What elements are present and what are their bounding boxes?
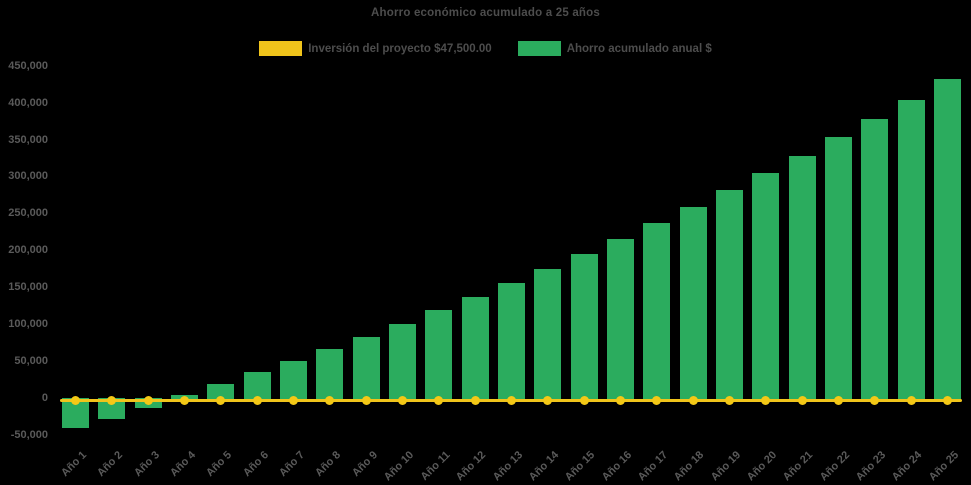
investment-line-marker [288, 395, 298, 405]
x-axis-label: Año 12 [454, 449, 489, 484]
x-axis-label: Año 14 [526, 449, 562, 484]
investment-line-marker [652, 395, 662, 405]
legend-label-savings: Ahorro acumulado anual $ [566, 42, 712, 55]
investment-line-marker [325, 395, 335, 405]
x-axis-label: Año 18 [672, 449, 707, 484]
bar-año-2 [98, 398, 126, 419]
bar-año-7 [279, 361, 307, 401]
y-axis-label: 100,000 [8, 318, 48, 330]
investment-line-marker [397, 395, 407, 405]
y-axis-label: 50,000 [14, 354, 48, 367]
bar-año-10 [388, 323, 416, 401]
bar-año-17 [643, 223, 671, 401]
x-axis-label: Año 2 [95, 449, 126, 480]
legend-label-investment: Inversión del proyecto $47,500.00 [308, 42, 492, 55]
bar-año-15 [570, 253, 598, 401]
bar-año-12 [461, 296, 489, 401]
bar-año-11 [425, 310, 453, 401]
gridline [57, 176, 962, 178]
x-axis-label: Año 5 [204, 449, 235, 480]
investment-line-marker [906, 395, 916, 405]
y-axis-label: -50,000 [10, 428, 48, 441]
savings-bar-swatch [517, 41, 561, 56]
x-axis-label: Año 9 [349, 449, 380, 480]
investment-line-marker [107, 395, 117, 405]
y-axis-label: 350,000 [8, 133, 48, 146]
gridline [57, 213, 962, 215]
x-axis-label: Año 23 [853, 449, 889, 484]
investment-line-marker [942, 395, 952, 405]
investment-line-marker [506, 395, 516, 405]
investment-line-marker [361, 395, 371, 405]
x-axis-label: Año 24 [890, 449, 925, 484]
legend-item-investment: Inversión del proyecto $47,500.00 [259, 41, 492, 56]
x-axis-label: Año 4 [167, 449, 198, 480]
x-axis-label: Año 7 [276, 449, 307, 480]
bar-año-25 [933, 79, 961, 401]
x-axis-label: Año 16 [599, 449, 634, 484]
investment-line-marker [543, 395, 553, 405]
x-axis-label: Año 6 [240, 449, 271, 480]
investment-line-marker [252, 395, 262, 405]
x-axis-label: Año 10 [381, 449, 416, 484]
bar-año-6 [243, 371, 271, 401]
gridline [57, 435, 962, 437]
investment-line-marker [434, 395, 444, 405]
bar-año-23 [861, 118, 889, 401]
x-axis-label: Año 25 [926, 449, 961, 484]
chart-title: Ahorro económico acumulado a 25 años [371, 7, 600, 19]
x-axis-label: Año 3 [131, 449, 162, 480]
investment-line-marker [71, 395, 80, 405]
investment-line-marker [724, 395, 734, 405]
bar-año-21 [788, 155, 816, 401]
investment-line-marker [761, 395, 771, 405]
bar-año-18 [679, 206, 707, 401]
bar-año-24 [897, 100, 925, 401]
bar-año-13 [497, 282, 525, 401]
investment-line-swatch [259, 41, 303, 56]
y-axis-label: 250,000 [8, 207, 48, 220]
investment-line-marker [797, 395, 807, 405]
investment-line-marker [615, 395, 625, 405]
y-axis-label: 0 [41, 391, 48, 404]
x-axis-label: Año 17 [635, 449, 671, 484]
x-axis-label: Año 8 [313, 449, 344, 480]
y-axis-label: 450,000 [8, 59, 48, 72]
x-axis-label: Año 22 [817, 449, 852, 484]
bar-año-14 [534, 269, 562, 401]
bar-año-9 [352, 336, 380, 401]
x-axis-label: Año 15 [563, 449, 598, 484]
x-axis-label: Año 11 [418, 449, 453, 483]
y-axis-label: 150,000 [8, 281, 48, 294]
bar-año-19 [715, 190, 743, 401]
y-axis-label: 400,000 [8, 96, 48, 109]
x-axis-label: Año 13 [490, 449, 525, 484]
investment-line-marker [688, 395, 698, 405]
bar-año-22 [824, 137, 852, 401]
bar-año-16 [606, 238, 634, 401]
bar-año-8 [316, 349, 344, 401]
gridline [57, 103, 962, 105]
investment-line-marker [833, 395, 843, 405]
x-axis-label: Año 20 [744, 449, 780, 484]
investment-line-marker [143, 395, 153, 405]
x-axis-label: Año 19 [708, 449, 743, 484]
legend-item-savings: Ahorro acumulado anual $ [517, 41, 712, 56]
gridline [57, 250, 962, 252]
investment-line-marker [216, 395, 226, 405]
legend: Inversión del proyecto $47,500.00 Ahorro… [0, 41, 971, 56]
bar-año-5 [207, 384, 235, 401]
investment-line-marker [470, 395, 480, 405]
investment-line-marker [870, 395, 880, 405]
gridline [57, 66, 962, 68]
bar-año-20 [752, 173, 780, 401]
investment-line-marker [579, 395, 589, 405]
y-axis-label: 300,000 [8, 170, 48, 183]
x-axis-label: Año 1 [58, 449, 89, 480]
investment-line-marker [179, 395, 189, 405]
x-axis-label: Año 21 [781, 449, 816, 484]
y-axis-label: 200,000 [8, 244, 48, 257]
gridline [57, 140, 962, 141]
